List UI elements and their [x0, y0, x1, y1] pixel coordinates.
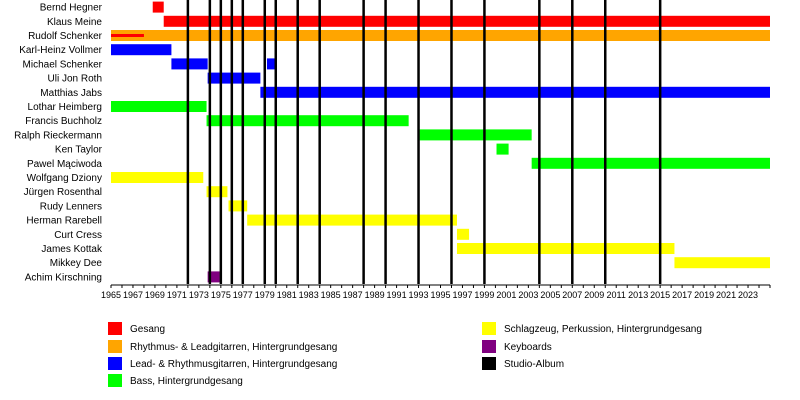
x-tick-label: 2021	[716, 290, 736, 300]
x-tick-label: 1981	[277, 290, 297, 300]
x-tick-label: 2011	[607, 290, 626, 300]
member-name: Jürgen Rosenthal	[24, 187, 102, 198]
x-tick-label: 2013	[628, 290, 648, 300]
member-name: Klaus Meine	[47, 17, 102, 28]
x-tick-label: 1965	[101, 290, 121, 300]
member-name: Lothar Heimberg	[28, 102, 102, 113]
legend-swatch-rhythm	[108, 340, 122, 353]
x-tick-label: 2015	[650, 290, 670, 300]
role-bar-rhythm	[111, 30, 770, 41]
member-name: Ken Taylor	[55, 145, 103, 156]
legend-swatch-keys	[482, 340, 496, 353]
x-tick-label: 1985	[321, 290, 341, 300]
role-bar-bass	[531, 157, 770, 169]
album-lines	[186, 0, 662, 284]
x-tick-label: 2019	[694, 290, 714, 300]
x-tick-label: 1971	[167, 290, 187, 300]
legend-swatch-album	[482, 357, 496, 370]
x-tick-label: 1977	[233, 290, 253, 300]
x-tick-label: 1987	[343, 290, 363, 300]
member-name: James Kottak	[41, 244, 103, 255]
legend-swatch-bass	[108, 374, 122, 387]
x-tick-label: 1991	[387, 290, 407, 300]
legend-label-drums: Schlagzeug, Perkussion, Hintergrundgesan…	[504, 324, 702, 335]
role-bar-bass	[419, 129, 532, 141]
role-bar-vocals	[163, 15, 771, 27]
legend-label-lead: Lead- & Rhythmusgitarren, Hintergrundges…	[130, 359, 337, 370]
x-tick-label: 2005	[540, 290, 560, 300]
role-bar-drums	[228, 200, 248, 212]
x-tick-label: 1999	[474, 290, 494, 300]
legend-label-rhythm: Rhythmus- & Leadgitarren, Hintergrundges…	[130, 342, 337, 353]
member-name: Mikkey Dee	[50, 258, 103, 269]
legend-label-vocals: Gesang	[130, 324, 165, 335]
role-bar-drums	[456, 228, 470, 240]
member-name: Wolfgang Dziony	[27, 173, 102, 184]
member-name: Ralph Rieckermann	[14, 130, 102, 141]
x-tick-label: 1969	[145, 290, 165, 300]
x-tick-label: 2023	[738, 290, 758, 300]
x-tick-label: 1973	[189, 290, 209, 300]
role-bar-lead	[207, 72, 261, 84]
member-name: Pawel Mąciwoda	[27, 159, 102, 170]
role-bar-drums	[674, 257, 770, 269]
x-tick-label: 1995	[430, 290, 450, 300]
x-tick-label: 2003	[518, 290, 538, 300]
role-bar-lead	[266, 58, 277, 70]
x-tick-label: 1983	[299, 290, 319, 300]
legend-label-keys: Keyboards	[504, 342, 552, 353]
x-tick-label: 2017	[672, 290, 692, 300]
x-tick-label: 1967	[123, 290, 143, 300]
legend-swatch-lead	[108, 357, 122, 370]
member-name: Francis Buchholz	[25, 116, 102, 127]
role-bars	[111, 1, 771, 283]
legend-label-bass: Bass, Hintergrundgesang	[130, 376, 243, 387]
member-name: Rudy Lenners	[40, 201, 102, 212]
member-name: Uli Jon Roth	[48, 74, 102, 85]
role-bar-bass	[111, 101, 207, 112]
member-name: Rudolf Schenker	[28, 31, 103, 42]
member-name: Bernd Hegner	[40, 3, 103, 14]
x-tick-label: 1997	[452, 290, 472, 300]
role-bar-bass	[206, 115, 409, 127]
role-bar-drums	[456, 243, 675, 254]
x-tick-label: 2009	[584, 290, 604, 300]
x-tick-label: 1975	[211, 290, 231, 300]
legend: Gesang Rhythmus- & Leadgitarren, Hintergr…	[108, 322, 702, 387]
role-bar-drums	[111, 172, 204, 183]
role-bar-lead	[260, 86, 770, 98]
role-bar-drums	[206, 186, 228, 198]
role-bar-bass	[496, 143, 509, 155]
member-name: Michael Schenker	[23, 59, 103, 70]
x-tick-label: 1989	[365, 290, 385, 300]
role-bar-drums	[247, 214, 457, 226]
role-bar-vocals	[111, 34, 144, 37]
x-tick-label: 1993	[409, 290, 429, 300]
member-name: Herman Rarebell	[26, 216, 102, 227]
x-tick-label: 2001	[496, 290, 516, 300]
legend-swatch-drums	[482, 322, 496, 335]
role-bar-vocals	[152, 1, 164, 13]
member-name: Matthias Jabs	[40, 88, 102, 99]
x-axis: 1965 1967 1969 1971 1973 1975 1977 1979 1981 1983…	[101, 284, 771, 300]
x-tick-label: 2007	[562, 290, 582, 300]
legend-swatch-vocals	[108, 322, 122, 335]
member-names: Bernd Hegner Klaus Meine Rudolf Schenker Ka…	[14, 3, 103, 284]
role-bar-keys	[207, 271, 220, 283]
member-name: Achim Kirschning	[25, 272, 102, 283]
x-tick-label: 1979	[255, 290, 275, 300]
member-name: Karl-Heinz Vollmer	[19, 45, 102, 56]
legend-label-album: Studio-Album	[504, 359, 564, 370]
role-bar-lead	[111, 44, 172, 56]
member-name: Curt Cress	[54, 230, 102, 241]
role-bar-lead	[171, 58, 208, 70]
